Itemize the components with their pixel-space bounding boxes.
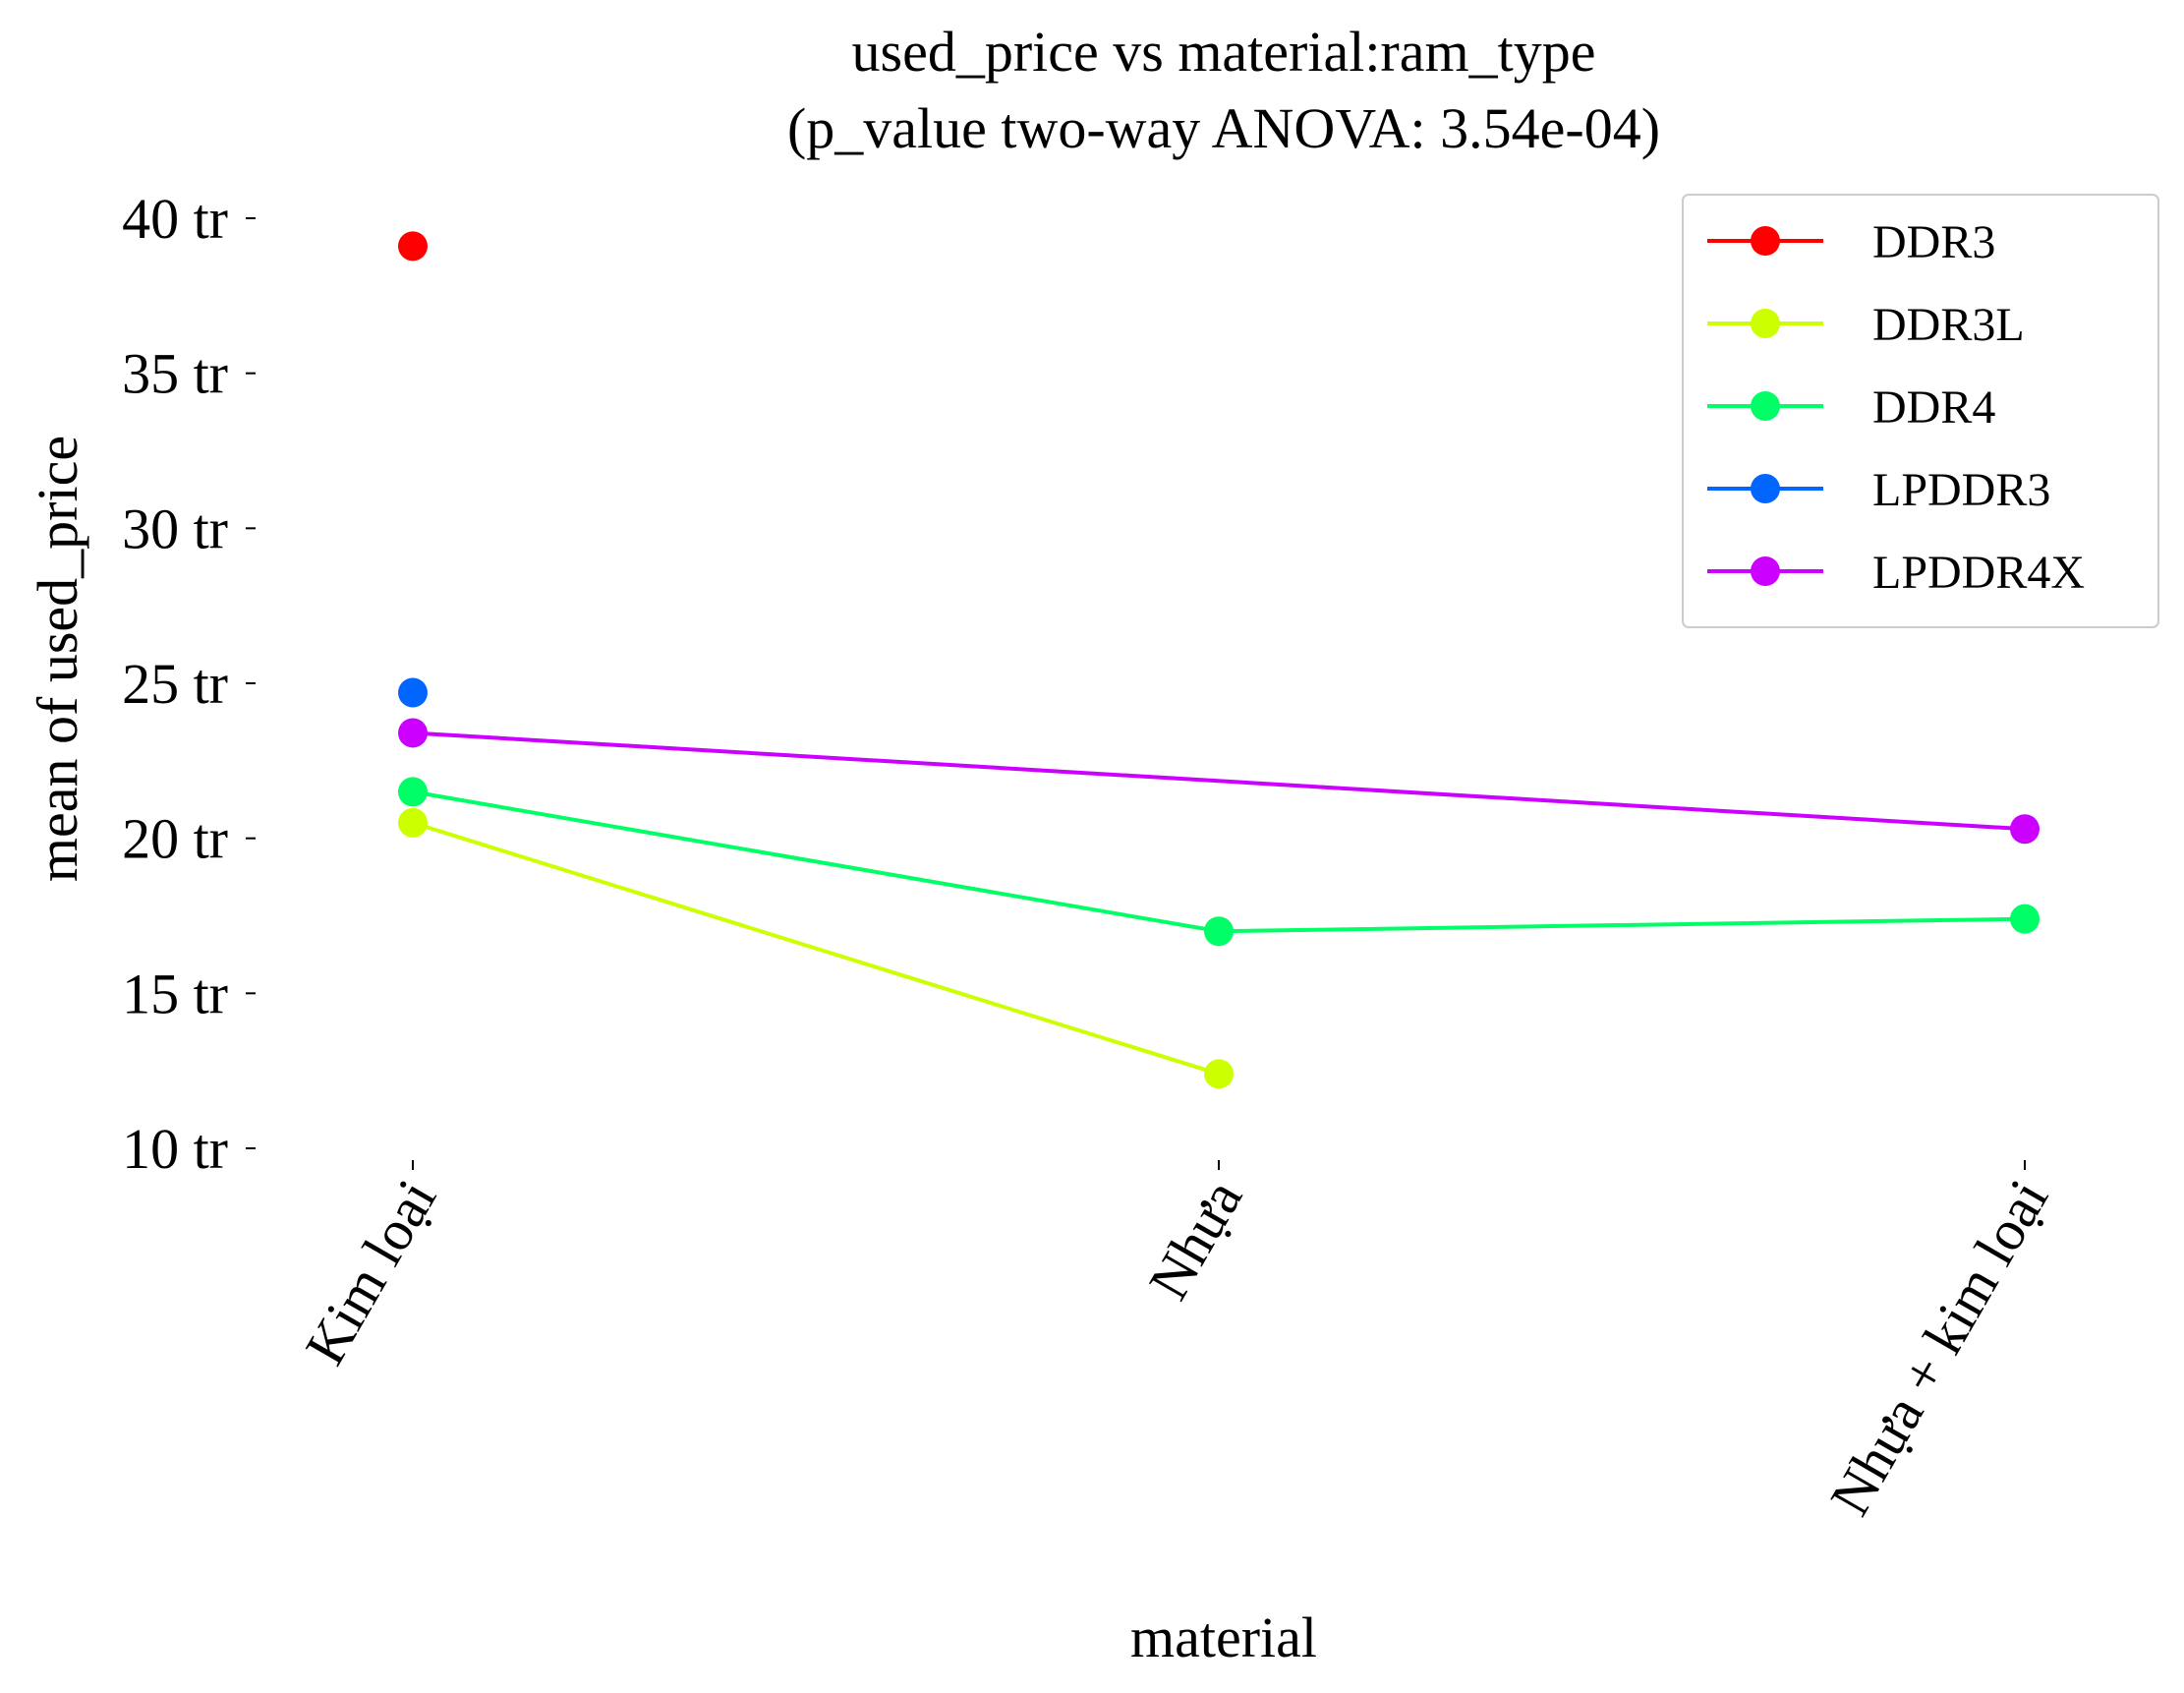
data-point-lpddr4x	[398, 718, 428, 748]
x-tick-label: Nhựa + kim loại	[1817, 1169, 2060, 1526]
x-tick-label: Kim loại	[293, 1169, 449, 1375]
y-tick-label: 20 tr	[122, 807, 228, 871]
data-point-ddr3l	[398, 807, 428, 838]
y-tick-label: 10 tr	[122, 1117, 228, 1181]
legend-swatch-marker	[1751, 556, 1780, 586]
legend-label: DDR3	[1872, 216, 1995, 268]
legend-label: DDR4	[1872, 381, 1995, 434]
y-tick-label: 35 tr	[122, 342, 228, 406]
legend-label: LPDDR4X	[1872, 547, 2085, 599]
legend-label: DDR3L	[1872, 299, 2025, 351]
data-point-ddr4	[398, 777, 428, 807]
y-tick-label: 25 tr	[122, 652, 228, 716]
x-tick-label: Nhựa	[1136, 1169, 1254, 1310]
data-point-ddr4	[2010, 904, 2040, 934]
legend-swatch-marker	[1751, 391, 1780, 421]
legend-frame	[1682, 194, 2159, 628]
y-tick-label: 15 tr	[122, 962, 228, 1025]
chart-title: used_price vs material:ram_type	[852, 20, 1596, 84]
data-point-lpddr4x	[2010, 814, 2040, 845]
series-line-ddr3l	[412, 820, 1220, 1077]
legend-swatch-marker	[1751, 309, 1780, 338]
legend-swatch-marker	[1751, 226, 1780, 256]
legend-label: LPDDR3	[1872, 464, 2050, 516]
data-point-ddr3l	[1204, 1059, 1234, 1089]
y-axis-label: mean of used_price	[26, 436, 89, 882]
y-tick-label: 40 tr	[122, 187, 228, 251]
data-point-ddr4	[1204, 916, 1234, 947]
x-axis-label: material	[1130, 1605, 1317, 1669]
y-tick-label: 30 tr	[122, 496, 228, 560]
series-layer	[398, 231, 2040, 1089]
data-point-lpddr3	[398, 677, 428, 708]
legend-swatch-marker	[1751, 474, 1780, 503]
chart-subtitle: (p_value two-way ANOVA: 3.54e-04)	[787, 96, 1660, 160]
series-line-lpddr4x	[412, 730, 2026, 832]
data-point-ddr3	[398, 231, 428, 262]
legend: DDR3 DDR3L DDR4 LPDDR3 LPDDR4X	[1682, 194, 2159, 628]
